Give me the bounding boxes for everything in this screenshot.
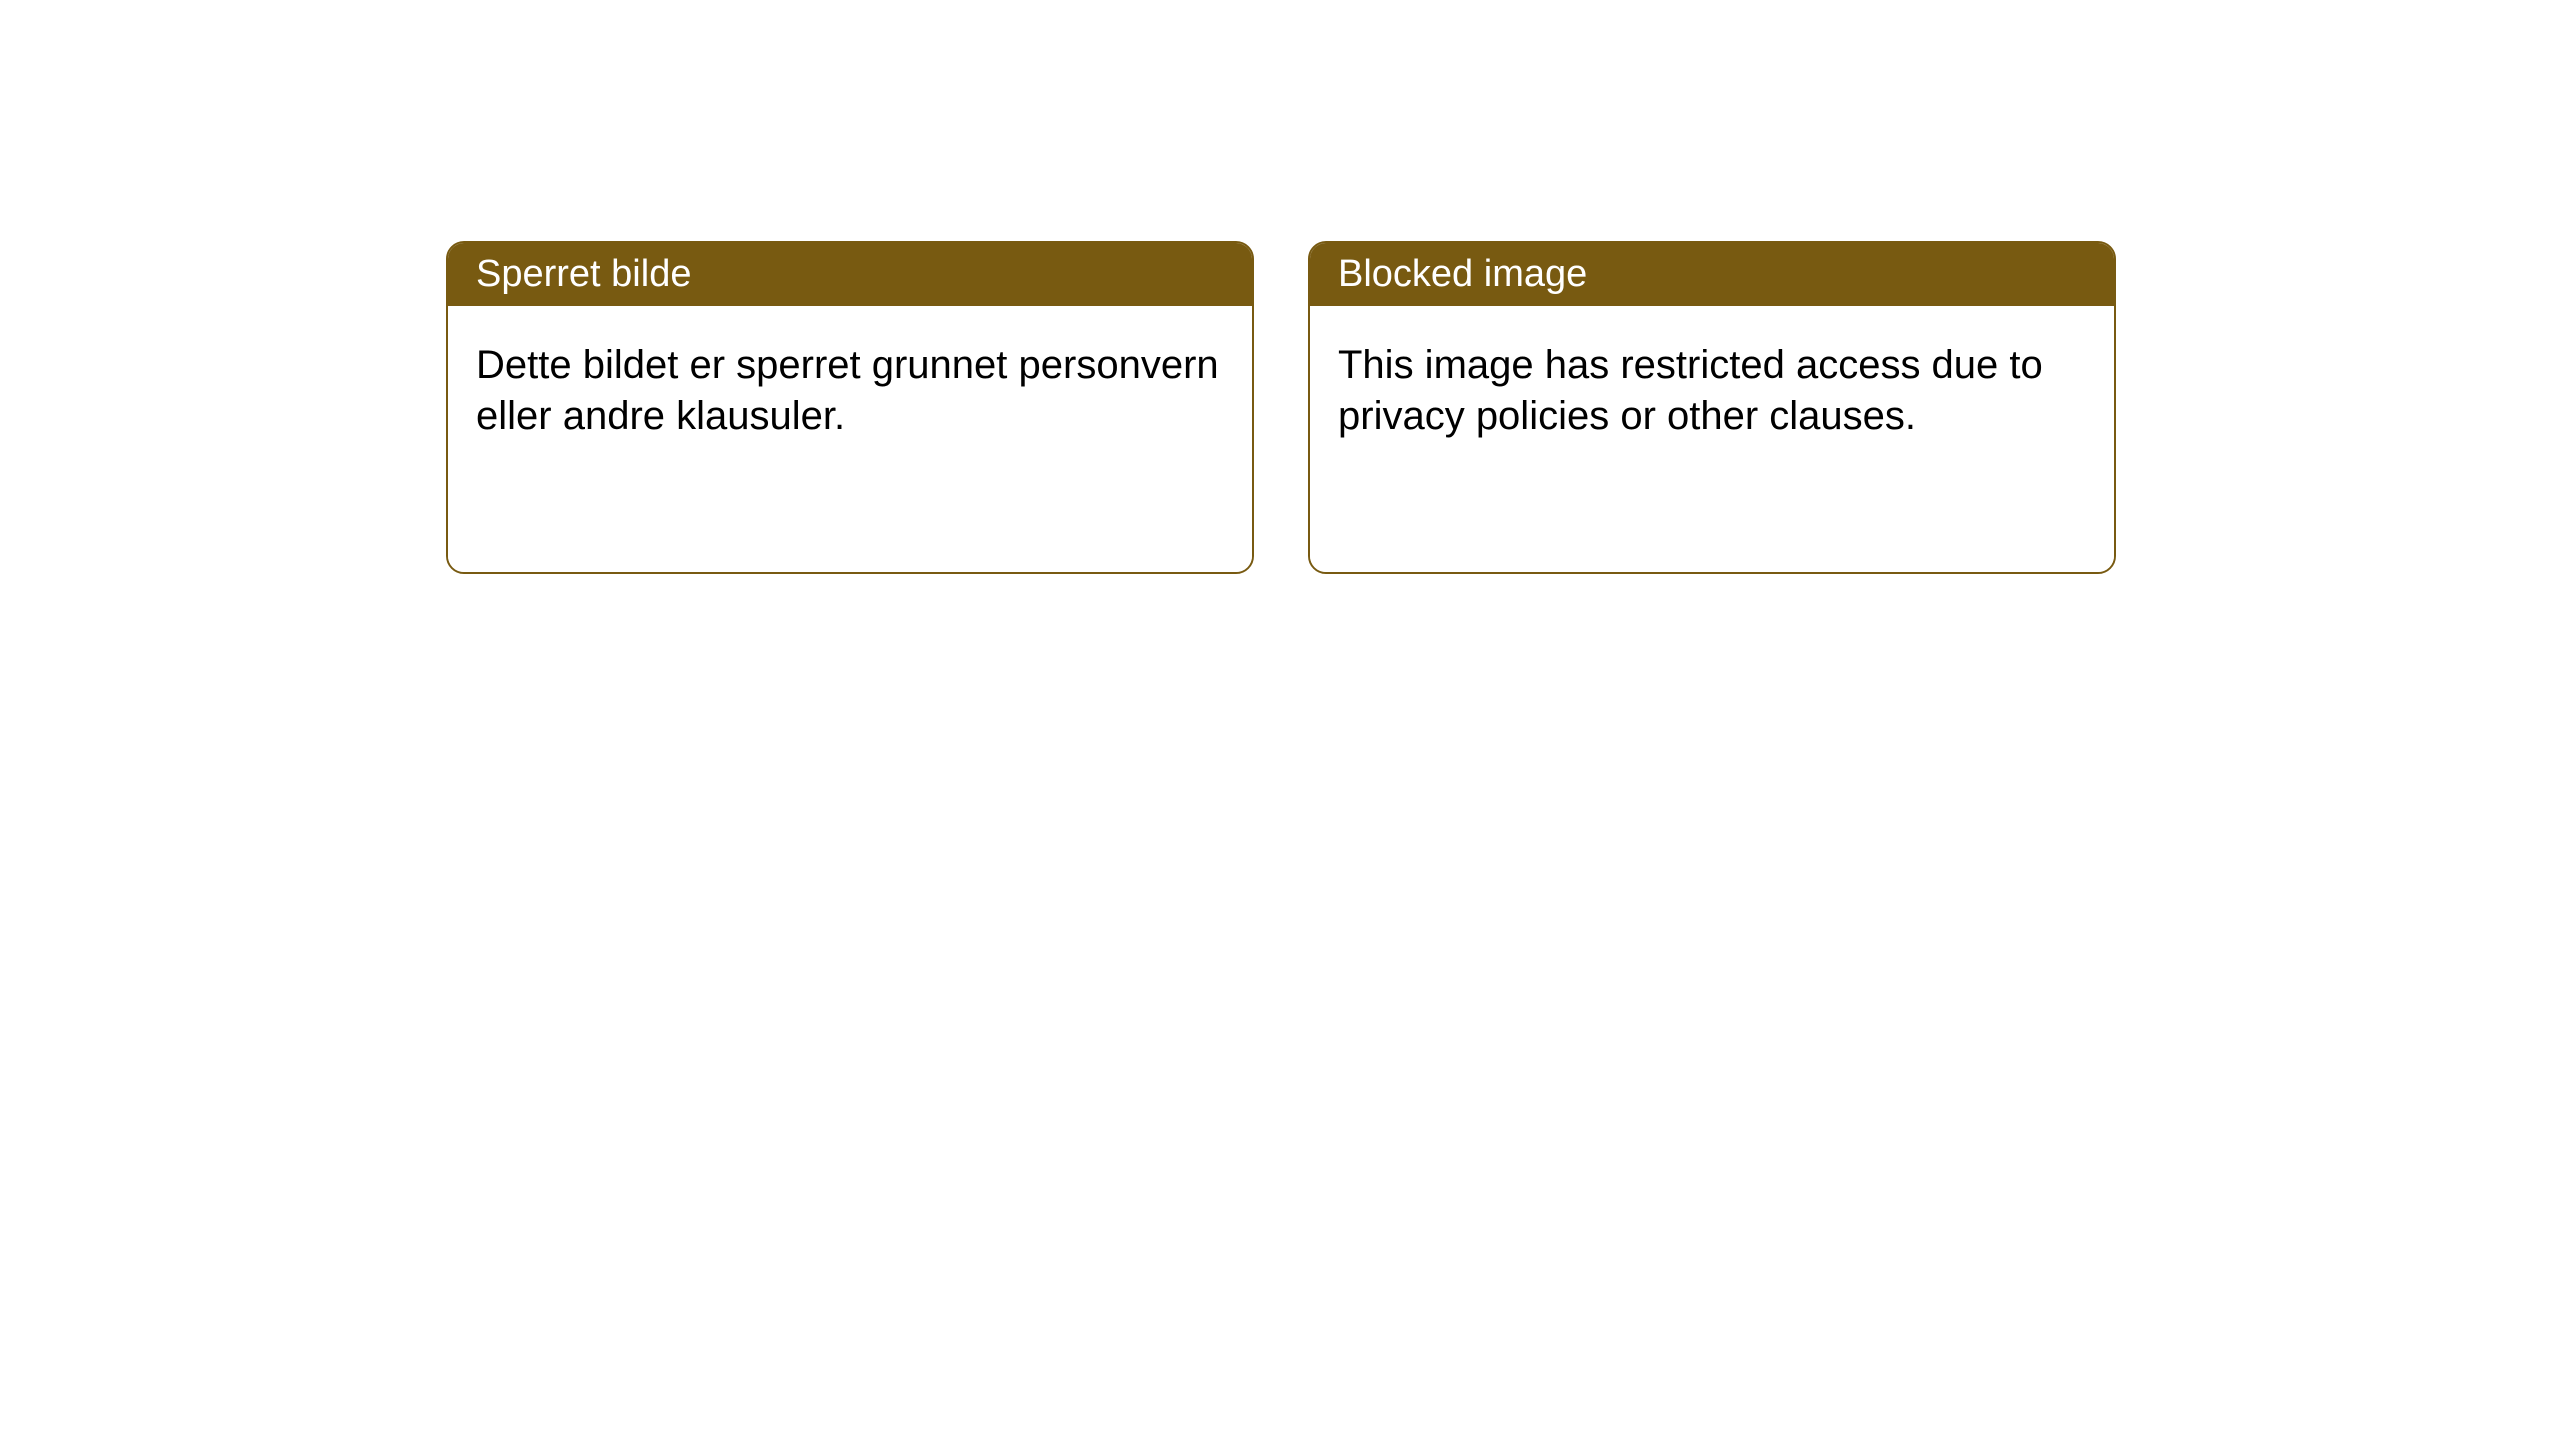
notice-body-norwegian: Dette bildet er sperret grunnet personve… [448,306,1252,572]
notice-card-english: Blocked image This image has restricted … [1308,241,2116,574]
notice-header-english: Blocked image [1310,243,2114,306]
notice-card-norwegian: Sperret bilde Dette bildet er sperret gr… [446,241,1254,574]
notice-container: Sperret bilde Dette bildet er sperret gr… [0,0,2560,574]
notice-body-english: This image has restricted access due to … [1310,306,2114,572]
notice-header-norwegian: Sperret bilde [448,243,1252,306]
